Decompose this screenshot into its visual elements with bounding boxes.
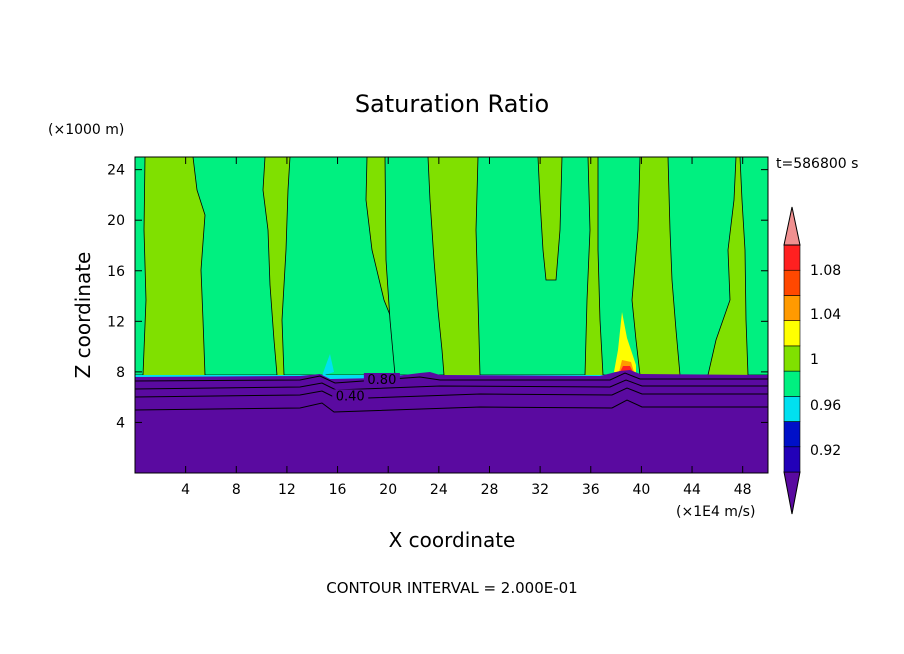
- yellow-plume: [614, 312, 636, 373]
- y-axis-title: Z coordinate: [71, 252, 95, 379]
- colorbar-label: 0.96: [810, 398, 841, 414]
- time-label: t=586800 s: [776, 156, 858, 172]
- colorbar-segment: [783, 244, 801, 271]
- dry-region: [135, 370, 768, 473]
- cyan-spike: [322, 354, 334, 376]
- colorbar-label: 0.92: [810, 443, 841, 459]
- contour-label: 0.80: [367, 373, 396, 388]
- chart-title: Saturation Ratio: [355, 90, 549, 118]
- colorbar-label: 1.08: [810, 263, 841, 279]
- x-axis-title: X coordinate: [389, 528, 516, 552]
- contour-label-bg: [363, 372, 400, 386]
- x-tick-label: 20: [379, 482, 397, 498]
- green-column-5: [475, 157, 591, 376]
- colorbar-segment: [783, 370, 801, 397]
- x-axis: 4 8 12 16 20 24 28 32 36 40 44 48: [181, 157, 752, 498]
- green-column-7: [667, 157, 737, 376]
- colorbar-label: 1.04: [810, 307, 841, 323]
- y-tick-label: 20: [107, 213, 125, 229]
- colorbar-lower-extension: [783, 471, 801, 515]
- contour-label-group: 0.800.40: [332, 372, 400, 404]
- x-tick-label: 4: [181, 482, 190, 498]
- green-column-6: [597, 157, 641, 376]
- green-columns: [135, 157, 768, 376]
- contour-line-080: [135, 379, 768, 391]
- x-tick-label: 48: [734, 482, 752, 498]
- contour-lines: [135, 372, 768, 413]
- colorbar-segment: [783, 345, 801, 372]
- plot-frame: [134, 156, 769, 474]
- colorbar-segment: [783, 421, 801, 448]
- colorbar: 1.08 1.04 1 0.96 0.92: [783, 206, 841, 515]
- green-column-4: [384, 157, 445, 376]
- contour-line-4: [135, 399, 768, 413]
- colorbar-upper-extension: [783, 206, 801, 246]
- x-tick-label: 40: [632, 482, 650, 498]
- contour-label: 0.40: [336, 389, 365, 404]
- x-tick-label: 16: [329, 482, 347, 498]
- x-tick-label: 12: [278, 482, 296, 498]
- colorbar-segment: [783, 295, 801, 321]
- y-tick-label: 16: [107, 264, 125, 280]
- x-tick-label: 32: [531, 482, 549, 498]
- x-tick-label: 24: [430, 482, 448, 498]
- colorbar-label: 1: [810, 352, 819, 368]
- contour-interval-footer: CONTOUR INTERVAL = 2.000E-01: [326, 579, 577, 597]
- contour-label-bg: [332, 389, 369, 403]
- x-tick-label: 44: [683, 482, 701, 498]
- y-tick-label: 4: [116, 415, 125, 431]
- x-tick-label: 8: [232, 482, 241, 498]
- x-tick-label: 36: [582, 482, 600, 498]
- y-tick-label: 12: [107, 314, 125, 330]
- plot-area: 0.800.40: [135, 157, 768, 473]
- colorbar-segment: [783, 396, 801, 422]
- x-tick-label: 28: [481, 482, 499, 498]
- colorbar-segment: [783, 446, 801, 473]
- x-units-label: (×1E4 m/s): [676, 504, 755, 520]
- y-tick-label: 24: [107, 163, 125, 179]
- y-axis: 4 8 12 16 20 24: [107, 163, 768, 431]
- colorbar-segment: [783, 320, 801, 347]
- y-units-label: (×1000 m): [48, 122, 124, 138]
- y-tick-label: 8: [116, 365, 125, 381]
- contour-line-040: [135, 387, 768, 400]
- green-column-1: [135, 157, 147, 376]
- contour-line-1: [135, 372, 768, 384]
- green-column-8: [739, 157, 768, 376]
- colorbar-segment: [783, 269, 801, 296]
